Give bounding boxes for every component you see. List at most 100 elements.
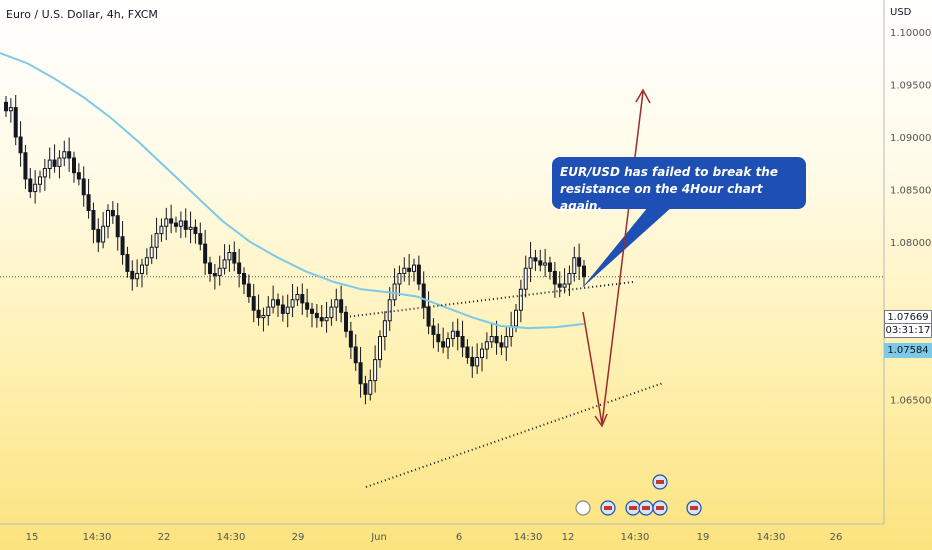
candle — [334, 299, 339, 308]
y-tick-label: 1.06500 — [890, 396, 931, 407]
candle — [178, 220, 183, 227]
candle — [33, 183, 38, 193]
candle — [547, 262, 553, 272]
candle — [266, 306, 271, 317]
x-tick-label: 14:30 — [217, 532, 246, 543]
candle — [169, 218, 174, 224]
flag-stripe-icon — [690, 506, 698, 510]
candle — [538, 260, 543, 266]
flag-stripe-icon — [604, 506, 612, 510]
candle — [164, 218, 169, 227]
candle — [552, 270, 557, 285]
candle — [377, 336, 383, 361]
candle — [290, 299, 295, 308]
candle — [353, 346, 358, 364]
candle — [81, 178, 86, 196]
x-tick-label: 14:30 — [83, 532, 112, 543]
current-price-tag: 1.07669 — [884, 310, 932, 324]
candle — [416, 264, 421, 285]
candle — [455, 330, 460, 337]
flag-stripe-icon — [656, 506, 664, 510]
candle — [227, 252, 232, 261]
x-tick-label: 14:30 — [621, 532, 650, 543]
candle — [101, 225, 106, 243]
lightning-event-icon[interactable] — [575, 500, 591, 516]
candle — [504, 336, 509, 348]
candle — [96, 228, 101, 243]
candle — [431, 325, 436, 335]
flag-stripe-icon — [642, 506, 650, 510]
candle — [130, 270, 135, 280]
candle — [421, 283, 426, 308]
moving-average-tag: 1.07584 — [884, 343, 932, 358]
candle — [251, 296, 256, 311]
candle — [135, 273, 140, 280]
candle — [329, 306, 334, 319]
candle — [470, 357, 475, 367]
candle — [528, 257, 533, 269]
callout-pointer — [582, 207, 672, 288]
x-tick-label: 12 — [562, 532, 575, 543]
candle — [397, 273, 402, 285]
candle — [23, 152, 28, 180]
candle — [363, 383, 368, 395]
candle — [460, 336, 465, 348]
candle — [37, 176, 43, 185]
flag-stripe-icon — [656, 480, 664, 484]
bearish-arrow-head — [594, 413, 608, 428]
candle — [57, 157, 62, 167]
candle — [358, 362, 363, 385]
support-trendline[interactable] — [365, 382, 664, 488]
candle — [42, 168, 47, 178]
candle — [3, 101, 9, 112]
candle — [484, 341, 489, 350]
candle — [426, 306, 431, 327]
y-tick-label: 1.09500 — [890, 81, 931, 92]
candle — [256, 309, 261, 319]
candle — [76, 172, 81, 180]
candle — [543, 262, 548, 266]
candle — [241, 273, 247, 285]
resistance-trendline[interactable] — [345, 281, 634, 318]
candle — [581, 265, 587, 278]
candle — [373, 359, 378, 382]
candle — [8, 107, 13, 112]
candle — [567, 273, 572, 285]
candle — [533, 257, 538, 262]
candle — [28, 178, 33, 193]
countdown-tag: 03:31:17 — [884, 324, 932, 338]
x-tick-label: 22 — [158, 532, 171, 543]
y-tick-label: 1.09000 — [890, 133, 931, 144]
candle — [139, 264, 145, 275]
candle — [382, 320, 387, 337]
candle — [149, 246, 154, 259]
annotation-callout[interactable]: EUR/USD has failed to break the resistan… — [552, 157, 806, 213]
candle — [557, 283, 562, 288]
candle — [47, 159, 52, 170]
candle — [475, 357, 480, 367]
x-tick-label: 6 — [456, 532, 462, 543]
candle — [232, 252, 237, 264]
candle — [387, 299, 392, 322]
candle — [314, 312, 319, 319]
candle — [324, 317, 329, 322]
x-tick-label: Jun — [370, 532, 387, 543]
chart-title: Euro / U.S. Dollar, 4h, FXCM — [6, 8, 158, 21]
candle — [18, 136, 23, 154]
candle — [154, 233, 159, 248]
y-tick-label: 1.08500 — [890, 186, 931, 197]
candle — [261, 315, 266, 319]
candle — [198, 233, 203, 245]
x-tick-label: 29 — [292, 532, 305, 543]
candle — [67, 151, 72, 159]
candle — [513, 309, 519, 327]
candle — [450, 330, 455, 340]
candle — [518, 288, 523, 311]
x-tick-label: 19 — [697, 532, 710, 543]
candle — [499, 342, 504, 348]
bearish-arrow-line — [582, 311, 603, 425]
candle — [489, 336, 494, 343]
candle — [275, 299, 281, 306]
